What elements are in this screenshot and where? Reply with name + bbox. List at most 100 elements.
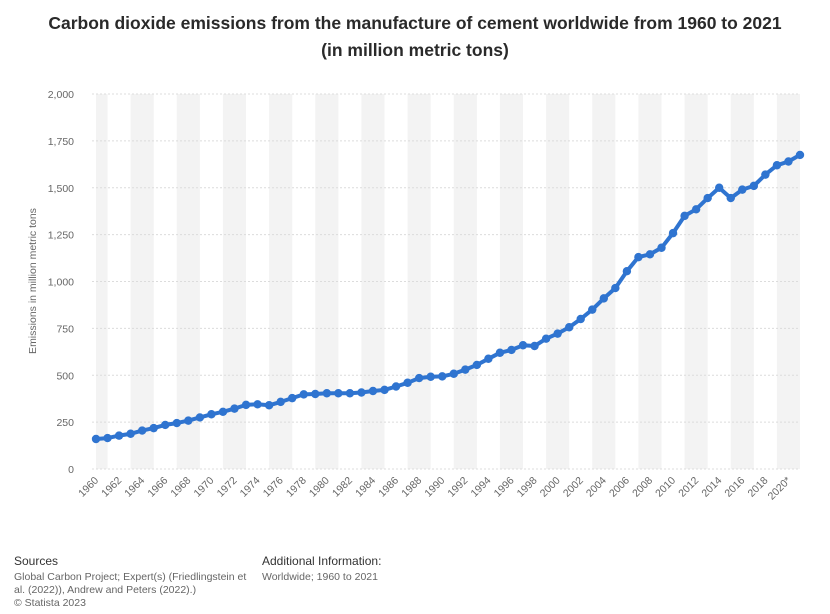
x-tick-label: 2006	[607, 475, 632, 500]
x-tick-label: 1994	[469, 475, 494, 500]
data-point	[726, 193, 735, 203]
data-point	[576, 314, 585, 324]
data-point	[184, 416, 193, 425]
x-tick-label: 2010	[653, 475, 678, 500]
y-tick-label: 0	[68, 464, 74, 476]
data-point	[680, 211, 689, 221]
x-tick-label: 1982	[330, 475, 355, 500]
data-point	[691, 205, 701, 214]
y-axis-title: Emissions in million metric tons	[27, 208, 39, 354]
x-tick-label: 1996	[492, 475, 517, 500]
x-tick-label: 1992	[445, 475, 470, 500]
data-point	[772, 161, 782, 170]
data-point	[137, 426, 147, 435]
data-point	[484, 354, 493, 363]
data-point	[518, 341, 528, 350]
additional-info-block: Additional Information: Worldwide; 1960 …	[262, 555, 502, 584]
x-tick-label: 1984	[353, 475, 378, 500]
data-point	[195, 413, 205, 422]
data-point	[357, 388, 366, 397]
data-point	[668, 228, 678, 238]
additional-info-text: Worldwide; 1960 to 2021	[262, 571, 378, 583]
data-point	[253, 400, 262, 409]
sources-line: al. (2022)), Andrew and Peters (2022).)	[14, 584, 197, 596]
data-point	[588, 305, 597, 314]
data-point	[715, 183, 724, 192]
background-band	[730, 94, 754, 469]
additional-info-heading: Additional Information:	[262, 554, 382, 568]
x-tick-label: 1966	[145, 475, 170, 500]
y-tick-label: 1,250	[48, 230, 74, 242]
y-tick-label: 250	[56, 417, 74, 429]
data-point	[149, 423, 158, 433]
data-point	[311, 389, 320, 399]
data-point	[334, 389, 343, 398]
data-point	[241, 400, 251, 410]
gridlines	[92, 93, 800, 470]
data-point	[611, 283, 620, 293]
data-point	[645, 250, 655, 259]
sources-line: Global Carbon Project; Expert(s) (Friedl…	[14, 571, 247, 583]
data-point	[426, 372, 435, 381]
x-tick-label: 1990	[422, 475, 447, 500]
data-point	[738, 185, 747, 194]
x-axis-ticks: 1960196219641966196819701972197419761978…	[76, 475, 793, 503]
data-point	[380, 385, 389, 395]
data-point	[299, 390, 308, 399]
x-tick-label: 1970	[192, 475, 217, 500]
data-point	[530, 341, 539, 351]
data-point	[461, 365, 470, 374]
y-tick-label: 1,500	[48, 183, 74, 195]
data-point	[749, 181, 759, 191]
data-point	[761, 170, 770, 179]
x-tick-label: 1980	[307, 475, 332, 500]
x-tick-label: 2008	[630, 475, 655, 500]
data-point	[345, 389, 355, 398]
data-point	[403, 378, 412, 387]
data-point	[172, 418, 181, 428]
data-point	[495, 348, 505, 357]
x-tick-label: 1978	[284, 475, 309, 500]
chart-title: Carbon dioxide emissions from the manufa…	[48, 13, 782, 60]
x-tick-label: 1986	[376, 475, 401, 500]
data-point	[391, 382, 401, 391]
sources-block: Sources Global Carbon Project; Expert(s)…	[14, 555, 254, 610]
x-tick-label: 1998	[515, 475, 540, 500]
data-point	[287, 393, 297, 403]
data-point	[472, 360, 482, 370]
data-point	[322, 389, 332, 398]
background-band	[499, 94, 524, 469]
x-tick-label: 2014	[699, 475, 724, 500]
data-point	[414, 373, 424, 383]
sources-heading: Sources	[14, 554, 59, 568]
data-point	[114, 431, 124, 440]
x-tick-label: 2012	[676, 475, 701, 500]
data-point	[564, 323, 574, 332]
x-tick-label: 1968	[168, 475, 193, 500]
data-points	[91, 150, 805, 444]
x-tick-label: 2002	[561, 475, 586, 500]
data-point	[276, 397, 285, 407]
data-point	[657, 243, 666, 252]
background-band	[130, 94, 154, 469]
data-point	[795, 150, 805, 160]
y-tick-label: 500	[56, 370, 74, 382]
data-point	[91, 434, 101, 444]
line-chart: 0 250 500 750 1,000 1,250 1,500 1,750 2,000 1960…	[27, 89, 805, 503]
data-point	[507, 345, 516, 355]
background-band	[407, 94, 431, 469]
data-point	[126, 429, 135, 438]
data-point	[599, 294, 609, 303]
data-point	[622, 266, 632, 276]
y-tick-label: 2,000	[48, 89, 74, 101]
x-tick-label: 2000	[538, 475, 563, 500]
x-tick-label: 1962	[99, 475, 124, 500]
data-point	[368, 386, 378, 396]
x-tick-label: 2016	[722, 475, 747, 500]
data-point	[103, 433, 112, 443]
x-tick-label: 1964	[122, 475, 147, 500]
background-band	[315, 94, 339, 469]
data-point	[438, 372, 447, 381]
y-tick-label: 1,750	[48, 136, 74, 148]
x-tick-label: 1976	[261, 475, 286, 500]
